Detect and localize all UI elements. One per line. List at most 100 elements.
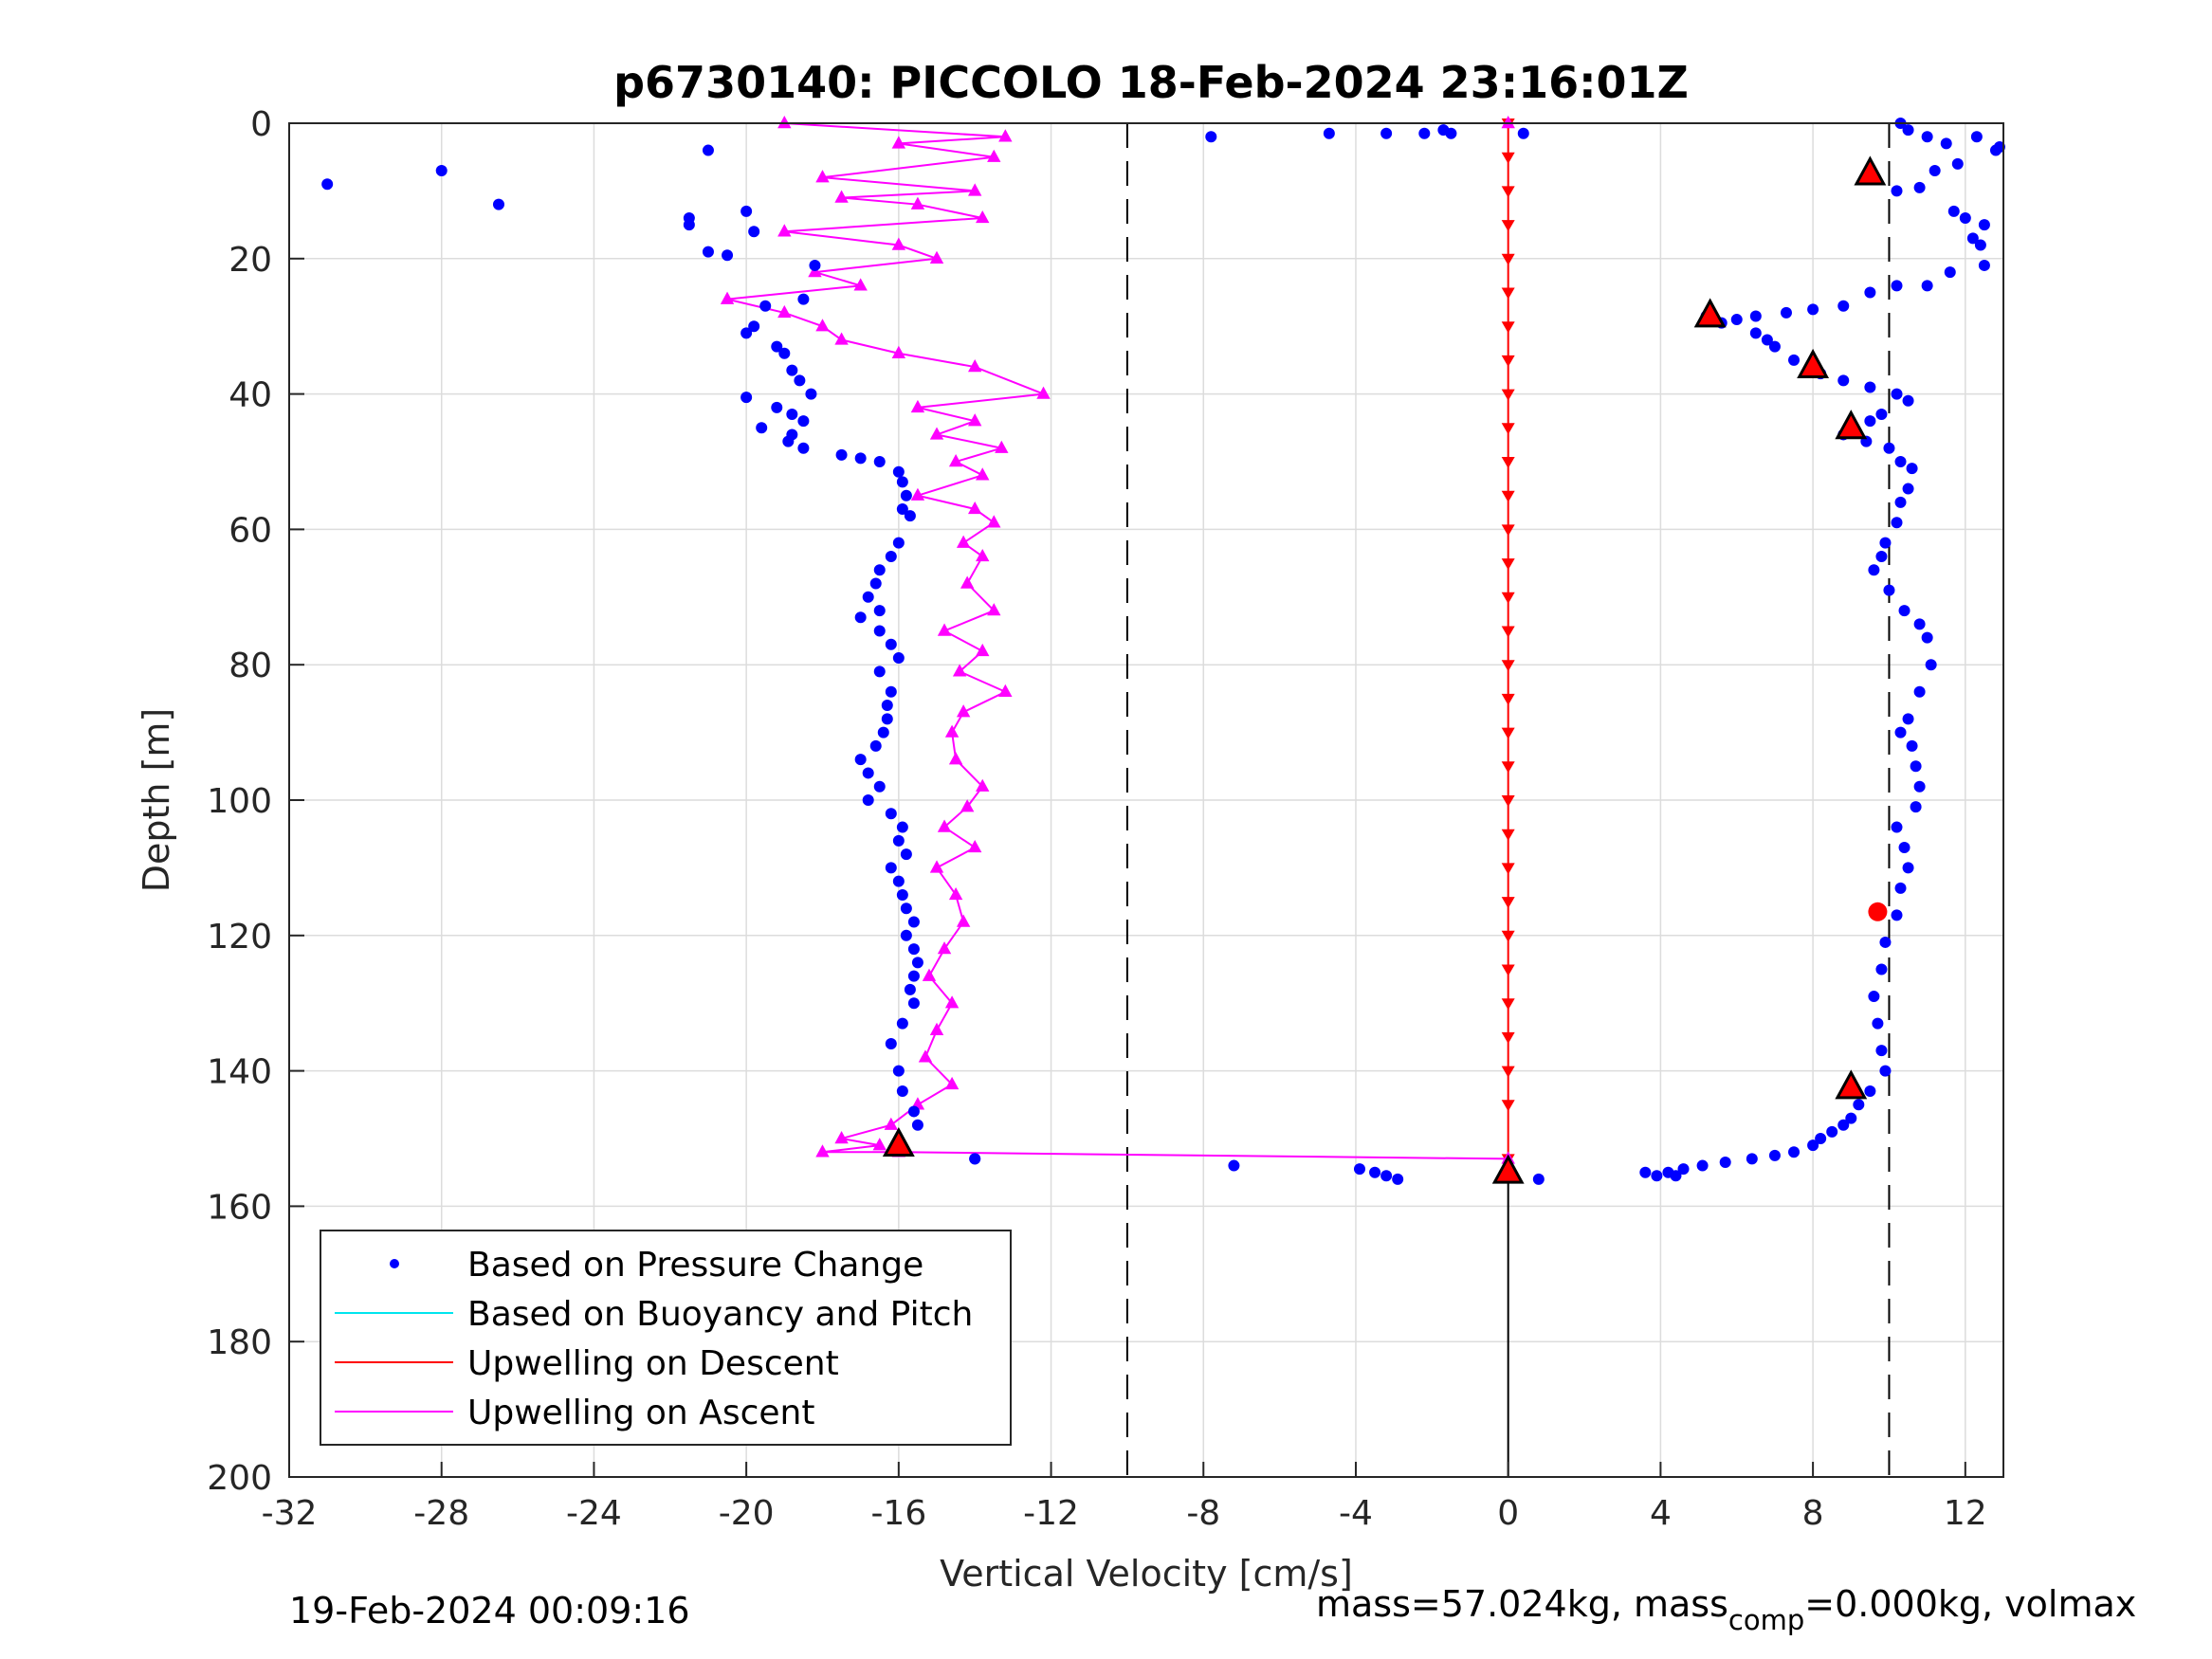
- ascent-marker: [834, 1131, 849, 1144]
- mass-text-rest: =0.000kg, volmax: [1804, 1583, 2137, 1625]
- descent-marker: [1501, 693, 1515, 705]
- legend-label: Upwelling on Ascent: [467, 1394, 814, 1432]
- ascent-marker: [987, 603, 1001, 616]
- ascent-marker: [944, 1076, 960, 1090]
- ascent-marker: [960, 799, 975, 812]
- legend-swatch: [390, 1259, 399, 1268]
- pressure-point: [1902, 862, 1914, 874]
- descent-marker: [1501, 1031, 1515, 1044]
- pressure-point: [683, 219, 695, 231]
- pressure-point: [873, 564, 886, 576]
- pressure-point: [1749, 327, 1762, 339]
- pressure-point: [1894, 496, 1907, 508]
- pressure-point: [1868, 564, 1880, 576]
- ascent-marker: [815, 319, 830, 332]
- legend-label: Based on Buoyancy and Pitch: [467, 1295, 973, 1334]
- x-tick-label: 8: [1802, 1494, 1824, 1533]
- pressure-point: [1864, 415, 1876, 428]
- ascent-marker: [910, 196, 925, 210]
- ascent-marker: [998, 129, 1013, 142]
- ascent-marker: [968, 183, 982, 196]
- pressure-point: [1891, 388, 1903, 400]
- y-tick-label: 120: [207, 918, 272, 957]
- pressure-point: [854, 452, 867, 465]
- descent-marker: [1501, 287, 1515, 300]
- y-tick-label: 0: [250, 105, 272, 144]
- pressure-point: [1891, 280, 1903, 292]
- pressure-point: [969, 1153, 981, 1165]
- pressure-point: [873, 665, 886, 678]
- pressure-point: [1837, 374, 1850, 387]
- x-tick-label: -24: [566, 1494, 622, 1533]
- pressure-point: [1898, 605, 1910, 617]
- pressure-point: [1940, 137, 1952, 150]
- x-tick-label: -4: [1339, 1494, 1373, 1533]
- pressure-point: [1353, 1163, 1365, 1176]
- ascent-marker: [884, 1117, 899, 1130]
- legend: Based on Pressure Change Based on Buoyanc…: [320, 1230, 1012, 1446]
- pressure-point: [885, 808, 897, 820]
- pressure-point: [1929, 164, 1941, 176]
- pressure-point: [740, 205, 753, 217]
- ascent-marker: [929, 1022, 944, 1035]
- pressure-point: [854, 754, 867, 766]
- chart-title: p6730140: PICCOLO 18-Feb-2024 23:16:01Z: [613, 57, 1689, 108]
- ascent-marker: [944, 995, 960, 1009]
- pressure-point: [1891, 821, 1903, 833]
- pressure-point: [904, 983, 916, 995]
- pressure-point: [1891, 909, 1903, 921]
- pressure-point: [873, 625, 886, 637]
- ascent-marker: [777, 224, 792, 237]
- pressure-point: [1913, 181, 1926, 193]
- pressure-point: [1696, 1159, 1709, 1172]
- descent-marker: [1501, 592, 1515, 604]
- ascent-marker: [956, 535, 971, 548]
- pressure-point: [1906, 463, 1918, 475]
- pressure-point: [1902, 124, 1914, 137]
- pressure-point: [1879, 1065, 1892, 1077]
- y-tick-label: 180: [207, 1323, 272, 1362]
- pressure-point: [1780, 306, 1792, 319]
- pressure-point: [1864, 1085, 1876, 1098]
- pressure-point: [740, 327, 753, 339]
- pressure-point: [797, 293, 810, 305]
- pressure-point: [1898, 841, 1910, 853]
- pressure-point: [1891, 185, 1903, 197]
- descent-marker: [1501, 897, 1515, 909]
- descent-marker: [1501, 220, 1515, 232]
- ascent-marker: [948, 454, 963, 467]
- pressure-point: [786, 409, 798, 421]
- y-axis-label: Depth [m]: [136, 708, 177, 893]
- ascent-marker: [968, 359, 982, 373]
- pressure-point: [1864, 381, 1876, 393]
- y-tick-label: 160: [207, 1188, 272, 1227]
- descent-marker: [1501, 964, 1515, 976]
- ascent-marker: [952, 664, 967, 677]
- pressure-point: [1517, 127, 1529, 139]
- triangle-marker: [1854, 155, 1887, 186]
- pressure-point: [881, 700, 893, 712]
- y-tick-label: 80: [229, 647, 272, 685]
- ascent-marker: [956, 914, 971, 927]
- pressure-point: [873, 605, 886, 617]
- descent-marker: [1501, 863, 1515, 875]
- pressure-point: [492, 198, 504, 210]
- x-tick-label: 0: [1497, 1494, 1519, 1533]
- pressure-point: [892, 537, 905, 549]
- triangle-marker: [1835, 1069, 1868, 1100]
- pressure-point: [1902, 713, 1914, 725]
- pressure-point: [1974, 239, 1986, 251]
- triangle-marker: [882, 1127, 915, 1158]
- y-tick-label: 20: [229, 241, 272, 280]
- pressure-point: [1921, 631, 1933, 644]
- pressure-point: [862, 767, 874, 779]
- ascent-marker: [968, 839, 982, 853]
- pressure-point: [907, 943, 920, 956]
- ascent-marker: [891, 237, 906, 250]
- pressure-point: [885, 685, 897, 698]
- pressure-point: [756, 422, 768, 434]
- series-line: [726, 122, 1508, 1160]
- pressure-point: [1921, 131, 1933, 143]
- pressure-point: [797, 442, 810, 454]
